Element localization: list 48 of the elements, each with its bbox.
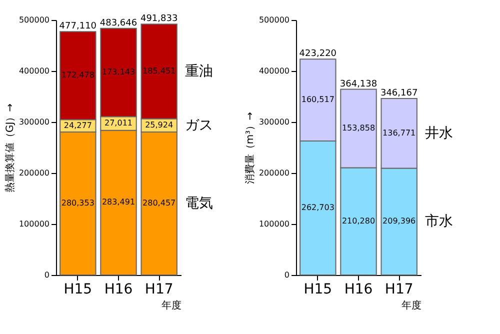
x-axis-title: 年度 (162, 300, 182, 312)
y-tick-label: 500000 (18, 16, 50, 24)
x-tick-label: H17 (384, 282, 414, 298)
y-tick-label: 200000 (18, 168, 50, 178)
data-label: 160,517 (301, 95, 334, 104)
x-tick-label: H15 (304, 282, 332, 298)
y-tick-label: 400000 (258, 66, 290, 76)
x-tick-label: H16 (344, 282, 373, 298)
data-label: 185,451 (142, 66, 176, 76)
total-label: 346,167 (380, 88, 418, 98)
data-label: 280,353 (61, 198, 94, 208)
y-tick-label: 500000 (258, 16, 290, 24)
y-tick-label: 0 (44, 270, 50, 280)
data-label: 25,924 (145, 120, 174, 130)
data-label: 153,858 (342, 124, 376, 133)
data-label: 280,457 (142, 198, 176, 208)
total-label: 477,110 (59, 22, 97, 32)
total-label: 364,138 (340, 79, 378, 90)
series-label: 重油 (185, 63, 214, 80)
y-tick-label: 200000 (258, 168, 290, 178)
x-tick-label: H15 (64, 282, 92, 298)
total-label: 423,220 (299, 49, 337, 60)
data-label: 173,143 (102, 67, 136, 76)
x-axis-title: 年度 (402, 300, 422, 312)
data-label: 210,280 (342, 216, 376, 226)
series-label: 市水 (425, 214, 454, 230)
data-label: 172,478 (61, 70, 94, 80)
total-label: 491,833 (140, 14, 178, 24)
series-label: ガス (185, 117, 214, 134)
data-label: 283,491 (102, 198, 136, 207)
y-tick-label: 300000 (258, 118, 290, 126)
x-tick-label: H16 (104, 282, 133, 298)
y-axis-title: 消費量（m³）→ (244, 112, 256, 184)
data-label: 136,771 (382, 128, 416, 138)
series-label: 電気 (185, 195, 214, 212)
series-label: 井水 (425, 125, 454, 142)
x-tick-label: H17 (144, 282, 174, 298)
y-tick-label: 100000 (258, 220, 290, 228)
data-label: 262,703 (301, 203, 334, 212)
y-axis-title: 熱量換算値（GJ）→ (4, 103, 16, 193)
y-tick-label: 0 (284, 270, 290, 280)
y-tick-label: 300000 (18, 118, 50, 126)
data-label: 27,011 (104, 118, 132, 128)
y-tick-label: 400000 (18, 66, 50, 76)
total-label: 483,646 (100, 18, 138, 28)
data-label: 24,277 (64, 120, 92, 130)
data-label: 209,396 (382, 216, 416, 226)
y-tick-label: 100000 (18, 220, 50, 228)
